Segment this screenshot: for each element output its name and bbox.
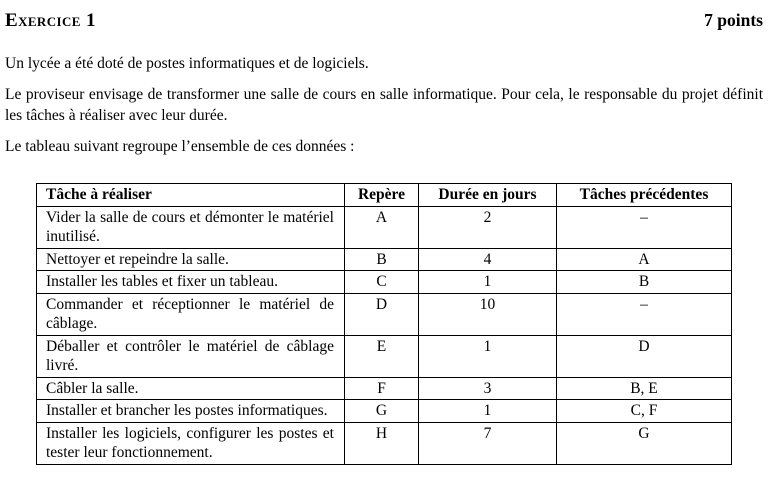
table-row: Vider la salle de cours et démonter le m… [36,205,732,249]
precedentes-cell: – [556,205,732,249]
exercise-points: 7 points [704,10,763,30]
table-intro-paragraph: Le tableau suivant regroupe l’ensemble d… [5,137,355,155]
duree-cell: 7 [418,421,557,465]
task-cell: Installer les tables et fixer un tableau… [36,270,345,294]
repere-cell: A [344,205,419,249]
table-row: Installer et brancher les postes informa… [36,399,732,423]
repere-cell: H [344,421,419,465]
table-row: Installer les logiciels, configurer les … [36,421,732,465]
task-cell: Installer les logiciels, configurer les … [36,421,345,465]
precedentes-cell: A [556,247,732,271]
duree-cell: 10 [418,292,557,336]
repere-cell: G [344,399,419,423]
duree-cell: 1 [418,270,557,294]
repere-cell: E [344,334,419,378]
precedentes-cell: B, E [556,376,732,400]
duree-cell: 3 [418,376,557,400]
duree-cell: 4 [418,247,557,271]
column-header-repere: Repère [344,183,419,207]
task-cell: Câbler la salle. [36,376,345,400]
tasks-table: Tâche à réaliser Repère Durée en jours T… [36,183,732,465]
duree-cell: 2 [418,205,557,249]
duree-cell: 1 [418,399,557,423]
repere-cell: F [344,376,419,400]
precedentes-cell: G [556,421,732,465]
task-cell: Déballer et contrôler le matériel de câb… [36,334,345,378]
context-paragraph: Le proviseur envisage de transformer une… [5,85,763,125]
exercise-header: Exercice 1 7 points [5,9,763,32]
task-cell: Commander et réceptionner le matériel de… [36,292,345,336]
task-cell: Nettoyer et repeindre la salle. [36,247,345,271]
column-header-task: Tâche à réaliser [36,183,345,207]
table-row: Installer les tables et fixer un tableau… [36,270,732,294]
precedentes-cell: C, F [556,399,732,423]
duree-cell: 1 [418,334,557,378]
precedentes-cell: – [556,292,732,336]
table-row: Commander et réceptionner le matériel de… [36,292,732,336]
table-row: Câbler la salle. F 3 B, E [36,376,732,400]
column-header-duree: Durée en jours [418,183,557,207]
table-row: Déballer et contrôler le matériel de câb… [36,334,732,378]
precedentes-cell: D [556,334,732,378]
exercise-title: Exercice 1 [5,10,96,31]
table-header-row: Tâche à réaliser Repère Durée en jours T… [36,183,732,207]
precedentes-cell: B [556,270,732,294]
intro-paragraph: Un lycée a été doté de postes informatiq… [5,55,369,72]
table-row: Nettoyer et repeindre la salle. B 4 A [36,247,732,271]
repere-cell: D [344,292,419,336]
task-cell: Installer et brancher les postes informa… [36,399,345,423]
column-header-precedentes: Tâches précédentes [556,183,732,207]
repere-cell: C [344,270,419,294]
repere-cell: B [344,247,419,271]
task-cell: Vider la salle de cours et démonter le m… [36,205,345,249]
